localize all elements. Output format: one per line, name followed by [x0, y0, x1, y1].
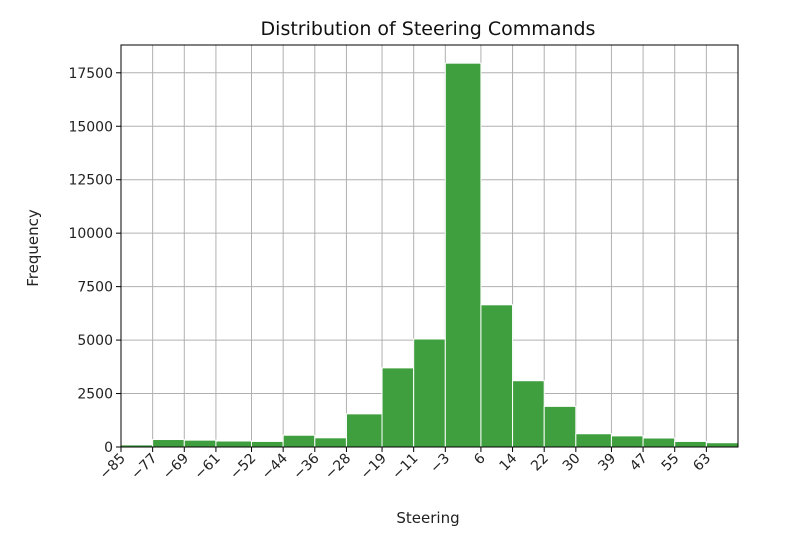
histogram-bar [413, 338, 446, 448]
y-tick-label: 10000 [68, 226, 113, 242]
y-axis-label: Frequency [24, 209, 42, 287]
histogram-bar [512, 380, 545, 448]
histogram-bar [381, 367, 415, 448]
histogram-bar [152, 439, 185, 448]
histogram-bar [480, 304, 514, 448]
y-tick-label: 17500 [68, 66, 113, 82]
y-tick-label: 7500 [77, 280, 113, 296]
histogram-bar [543, 405, 577, 448]
histogram-bar [314, 437, 347, 448]
y-tick-label: 2500 [77, 387, 113, 403]
chart-title: Distribution of Steering Commands [261, 18, 596, 40]
y-axis-ticks: 0 2500 5000 7500 10000 12500 15000 17500 [68, 66, 121, 456]
histogram-bar [215, 440, 253, 448]
histogram-bar [674, 440, 707, 448]
histogram-bar [705, 442, 739, 448]
histogram-bar [444, 62, 482, 448]
x-axis-label: Steering [396, 509, 459, 527]
histogram-bars [120, 62, 739, 448]
histogram-bar [345, 413, 383, 448]
y-tick-label: 12500 [68, 173, 113, 189]
plot-frame [120, 44, 739, 448]
histogram-bar [642, 437, 676, 448]
y-tick-label: 5000 [77, 333, 113, 349]
histogram-bar [282, 434, 316, 448]
histogram-bar [575, 433, 612, 448]
histogram-bar [183, 439, 217, 448]
y-tick-label: 0 [104, 440, 113, 456]
y-tick-label: 15000 [68, 119, 113, 135]
histogram-bar [610, 435, 644, 448]
histogram-bar [251, 440, 284, 448]
